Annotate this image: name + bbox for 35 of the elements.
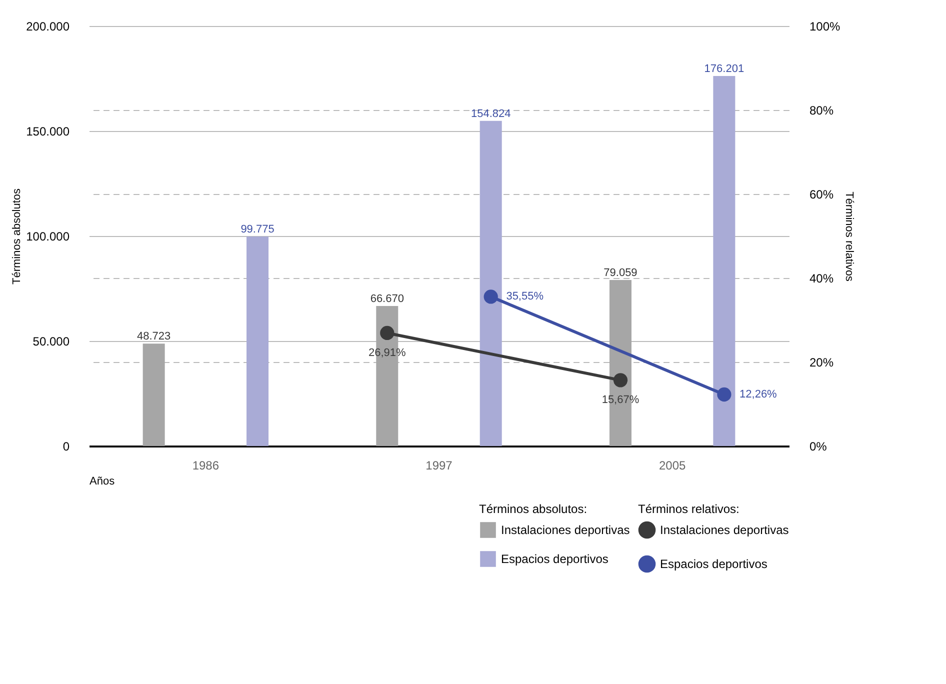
legend-label: Instalaciones deportivas <box>501 523 630 537</box>
data-label: 79.059 <box>604 266 638 279</box>
y-tick-label: 150.000 <box>26 124 70 138</box>
data-label: 176.201 <box>704 62 744 75</box>
y2-tick-label: 40% <box>810 272 834 286</box>
y2-tick-label: 0% <box>810 440 828 454</box>
y2-tick-label: 60% <box>810 188 834 202</box>
bar <box>142 344 165 446</box>
y-axis-title: Términos absolutos <box>11 188 24 284</box>
text: Términos relativos: <box>638 502 740 516</box>
y-tick-label: 0 <box>62 440 70 454</box>
y-tick-label: 100.000 <box>26 230 70 244</box>
bar <box>480 120 502 446</box>
y2-tick-label: 20% <box>810 356 834 370</box>
y2-axis-title: Términos relativos <box>843 192 856 282</box>
legend-title: Términos absolutos: <box>479 502 588 516</box>
data-label: 48.723 <box>136 330 171 343</box>
legend-label: Espacios deportivos <box>501 552 608 566</box>
x-axis-title: Años <box>90 476 116 488</box>
x-tick-label: 2005 <box>658 458 686 472</box>
data-label: 12,26% <box>740 388 778 401</box>
data-label: 154.824 <box>470 108 511 120</box>
x-tick-label: 1986 <box>192 458 220 472</box>
data-label: 35,55% <box>506 290 544 303</box>
y2-tick-label: 100% <box>810 20 841 34</box>
bar <box>246 236 269 446</box>
data-label: 99.775 <box>240 223 274 236</box>
y-tick-label: 200.000 <box>26 20 70 34</box>
legend-label: Instalaciones deportivas <box>660 523 789 537</box>
legend-label: Espacios deportivos <box>660 557 768 571</box>
bar <box>713 76 736 446</box>
y-tick-label: 50.000 <box>32 334 70 348</box>
y2-tick-label: 80% <box>810 104 834 118</box>
data-label: 66.670 <box>370 292 404 305</box>
x-tick-label: 1997 <box>426 458 453 472</box>
